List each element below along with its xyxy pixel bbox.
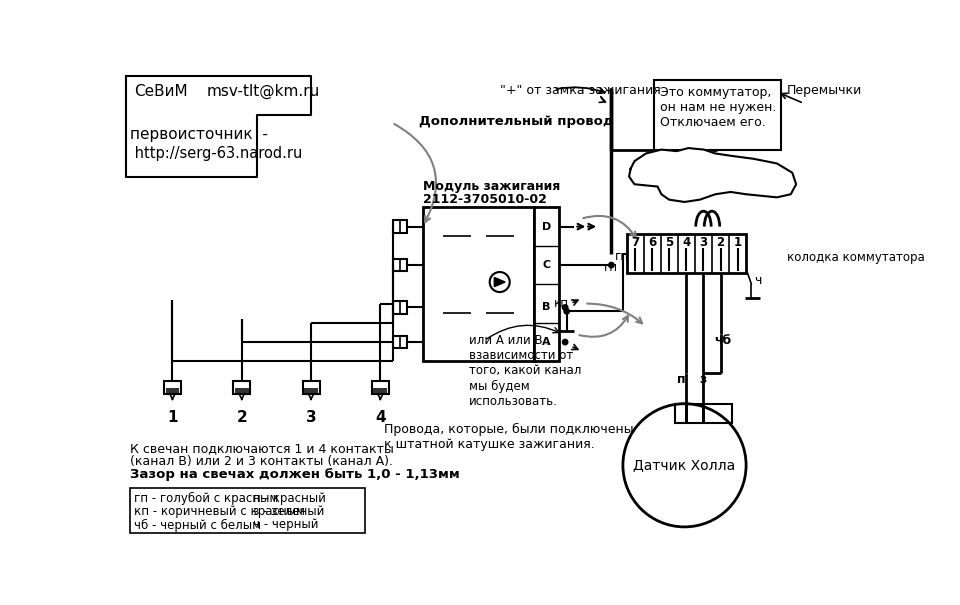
Text: 3: 3 xyxy=(700,236,708,249)
Text: п - красный: п - красный xyxy=(253,492,326,505)
Bar xyxy=(372,381,389,394)
Text: Модуль зажигания: Модуль зажигания xyxy=(422,180,560,194)
Bar xyxy=(394,220,407,233)
Text: гп: гп xyxy=(604,261,617,274)
Bar xyxy=(535,208,559,361)
Text: Это коммутатор,
он нам не нужен.
Отключаем его.: Это коммутатор, он нам не нужен. Отключа… xyxy=(660,87,777,129)
Text: 2: 2 xyxy=(236,410,247,425)
Circle shape xyxy=(609,263,614,268)
Bar xyxy=(164,381,180,394)
Text: 3: 3 xyxy=(305,410,317,425)
Polygon shape xyxy=(629,148,796,202)
Bar xyxy=(394,301,407,313)
Bar xyxy=(675,404,732,423)
Text: первоисточник  -: первоисточник - xyxy=(131,126,268,142)
Text: 2112-3705010-02: 2112-3705010-02 xyxy=(422,194,546,206)
Text: A: A xyxy=(542,337,551,347)
Bar xyxy=(422,208,535,361)
Text: 5: 5 xyxy=(665,236,674,249)
Text: 2: 2 xyxy=(716,236,725,249)
Bar xyxy=(394,259,407,271)
Text: чб: чб xyxy=(714,335,732,347)
Text: кп: кп xyxy=(554,297,568,310)
Text: 6: 6 xyxy=(648,236,657,249)
Polygon shape xyxy=(494,278,505,287)
Bar xyxy=(302,381,320,394)
Text: msv-tlt@km.ru: msv-tlt@km.ru xyxy=(207,84,321,99)
Text: B: B xyxy=(542,302,551,312)
Text: Дополнительный провод: Дополнительный провод xyxy=(419,115,613,128)
Text: колодка коммутатора: колодка коммутатора xyxy=(787,251,924,264)
Text: п: п xyxy=(677,373,685,386)
Text: 4: 4 xyxy=(683,236,690,249)
Text: C: C xyxy=(542,260,551,270)
Bar xyxy=(304,388,318,393)
Circle shape xyxy=(564,309,569,314)
Text: Датчик Холла: Датчик Холла xyxy=(634,459,735,473)
Text: Перемычки: Перемычки xyxy=(787,84,862,97)
Text: гп: гп xyxy=(615,250,629,263)
Bar xyxy=(165,388,180,393)
Bar xyxy=(394,336,407,348)
Text: гп - голубой с красным: гп - голубой с красным xyxy=(134,492,278,505)
Text: D: D xyxy=(542,221,551,232)
Text: 7: 7 xyxy=(632,236,639,249)
Bar xyxy=(654,80,780,149)
Text: 1: 1 xyxy=(733,236,742,249)
Text: кп - коричневый с красным: кп - коричневый с красным xyxy=(134,505,305,518)
Text: или А или В ,
взависимости от
того, какой канал
мы будем
использовать.: или А или В , взависимости от того, како… xyxy=(468,335,581,408)
Text: "+" от замка зажигания: "+" от замка зажигания xyxy=(500,84,660,97)
Text: з - зеленый: з - зеленый xyxy=(253,505,324,518)
Text: К свечан подключаются 1 и 4 контакты: К свечан подключаются 1 и 4 контакты xyxy=(131,442,394,455)
Text: (канал В) или 2 и 3 контакты (канал А).: (канал В) или 2 и 3 контакты (канал А). xyxy=(131,456,393,468)
Bar xyxy=(235,388,249,393)
Circle shape xyxy=(563,305,568,310)
Text: ч: ч xyxy=(754,274,761,287)
Text: з: з xyxy=(700,373,707,386)
Bar xyxy=(373,388,387,393)
Text: чб - черный с белым: чб - черный с белым xyxy=(134,518,261,532)
Bar xyxy=(627,234,746,273)
Bar xyxy=(131,488,365,533)
Text: http://serg-63.narod.ru: http://serg-63.narod.ru xyxy=(131,146,302,161)
Bar xyxy=(233,381,251,394)
Circle shape xyxy=(563,339,568,345)
Text: 4: 4 xyxy=(375,410,386,425)
Text: Зазор на свечах должен быть 1,0 - 1,13мм: Зазор на свечах должен быть 1,0 - 1,13мм xyxy=(131,468,460,482)
Text: Провода, которые, были подключены
к штатной катушке зажигания.: Провода, которые, были подключены к штат… xyxy=(384,423,634,451)
Text: 1: 1 xyxy=(167,410,178,425)
Text: ч - черный: ч - черный xyxy=(253,518,319,531)
Text: СеВиМ: СеВиМ xyxy=(134,84,187,99)
